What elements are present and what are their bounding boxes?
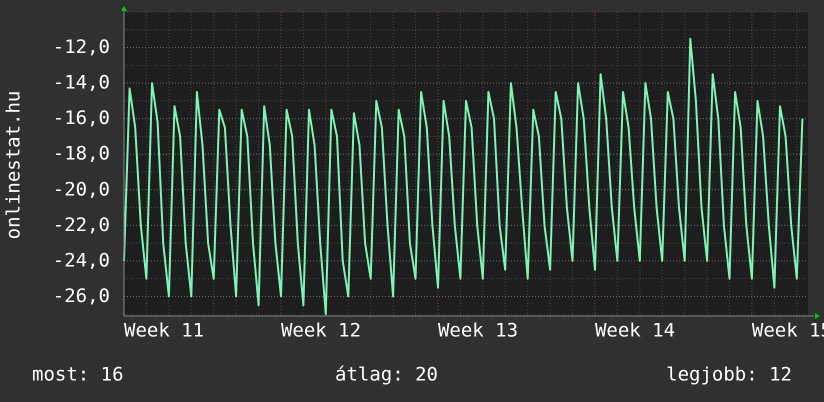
y-tick-label: -26,0 — [53, 285, 110, 307]
y-tick-label: -14,0 — [53, 72, 110, 94]
axis-arrow — [815, 313, 820, 319]
y-tick-label: -12,0 — [53, 36, 110, 58]
y-tick-label: -16,0 — [53, 107, 110, 129]
x-tick-label: Week 13 — [438, 320, 518, 342]
x-tick-label: Week 14 — [595, 320, 675, 342]
footer-average: átlag: 20 — [335, 364, 438, 386]
y-axis-title: onlinestat.hu — [3, 91, 25, 240]
x-tick-label: Week 12 — [281, 320, 361, 342]
y-tick-label: -22,0 — [53, 214, 110, 236]
series-line — [123, 37, 804, 316]
y-tick-label: -18,0 — [53, 143, 110, 165]
axis-arrow — [121, 6, 127, 11]
x-tick-label: Week 11 — [124, 320, 204, 342]
footer-current: most: 16 — [32, 364, 124, 386]
y-tick-label: -24,0 — [53, 249, 110, 271]
footer-best: legjobb: 12 — [666, 364, 792, 386]
x-tick-label: Week 15 — [752, 320, 824, 342]
y-tick-label: -20,0 — [53, 178, 110, 200]
